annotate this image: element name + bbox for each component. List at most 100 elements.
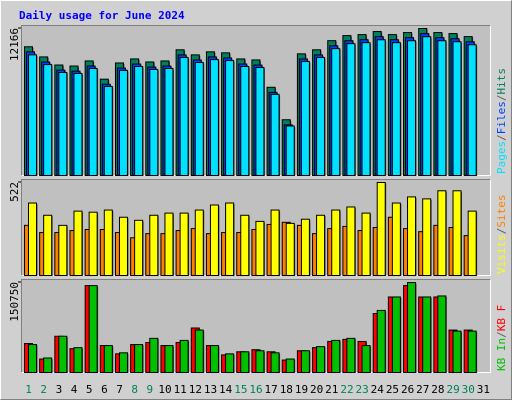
x-tick-label: 21 [325,383,338,396]
bar [316,214,326,276]
legend-separator: / [495,95,508,102]
x-tick-label: 17 [265,383,278,396]
x-tick-label: 18 [280,383,293,396]
bar [88,67,98,176]
bar [225,202,235,276]
bar [225,353,235,374]
bar [194,209,204,276]
x-tick-label: 2 [40,383,47,396]
bar [331,339,341,373]
bar [58,335,68,373]
bar [285,358,295,374]
bar [179,212,189,276]
bar [467,330,477,374]
bar [391,202,401,276]
bar [316,57,326,176]
bar [43,357,53,374]
bar [452,330,462,374]
x-tick-label: 22 [340,383,353,396]
x-tick-label: 25 [386,383,399,396]
bar [331,209,341,276]
bar [179,339,189,373]
chart-title: Daily usage for June 2024 [19,9,185,22]
bar [452,190,462,276]
legend-entry: KB F [495,305,508,332]
bar [179,57,189,176]
y-tick-label: 150750 [8,282,21,322]
bar [194,62,204,176]
x-tick-label: 5 [86,383,93,396]
bar [28,202,37,276]
bar [467,210,477,276]
bar [316,346,326,374]
bar [73,347,83,373]
bar [437,40,447,177]
bar [28,344,37,373]
x-tick-label: 27 [416,383,429,396]
legend-entry: Visits [495,234,508,274]
legend: Visits/Sites [495,195,508,275]
legend-entry: Sites [495,195,508,228]
legend-entry: KB In [495,338,508,371]
bar [300,218,310,276]
x-tick-label: 28 [431,383,444,396]
bar [73,210,83,276]
legend-entry: Files [495,101,508,134]
x-tick-label: 30 [462,383,475,396]
bar [255,67,265,176]
bar [407,282,417,373]
legend-entry: Pages [495,141,508,174]
bar [58,71,68,176]
bar [134,66,144,176]
bar [437,190,447,276]
bar [422,296,432,373]
bar [300,350,310,374]
bar [376,182,386,276]
x-tick-label: 7 [116,383,123,396]
bar [346,206,356,276]
panel-edge-dark [21,25,491,176]
bar [118,352,128,373]
bar [134,344,144,373]
x-tick-label: 19 [295,383,308,396]
legend: KB In/KB F [495,305,508,371]
legend-separator: / [495,228,508,235]
bar [225,60,235,177]
bar [43,214,53,276]
x-tick-label: 23 [356,383,369,396]
bar [103,209,113,276]
x-tick-label: 8 [131,383,138,396]
bar [164,212,174,276]
bar [209,204,219,277]
x-tick-label: 20 [310,383,323,396]
bar [209,59,219,177]
bar [467,44,477,177]
bar [43,64,53,176]
bar [361,42,371,176]
x-tick-label: 6 [101,383,108,396]
bar [422,36,432,177]
bar [300,61,310,176]
bar [346,337,356,374]
panel-edge-dark [21,179,491,276]
bar [28,54,37,177]
bar [285,125,295,177]
bar [103,85,113,176]
bar [149,214,159,276]
bar [73,72,83,176]
bar [391,42,401,176]
bar [209,345,219,374]
panel-edge-dark [21,279,491,373]
bar [88,285,98,373]
bar [58,224,68,276]
bar [255,350,265,374]
x-tick-label: 4 [71,383,78,396]
bar [452,41,462,176]
bar [118,216,128,277]
bar [164,345,174,374]
bar [346,43,356,176]
bar [285,222,295,276]
bar [270,352,280,373]
bar [270,93,280,176]
